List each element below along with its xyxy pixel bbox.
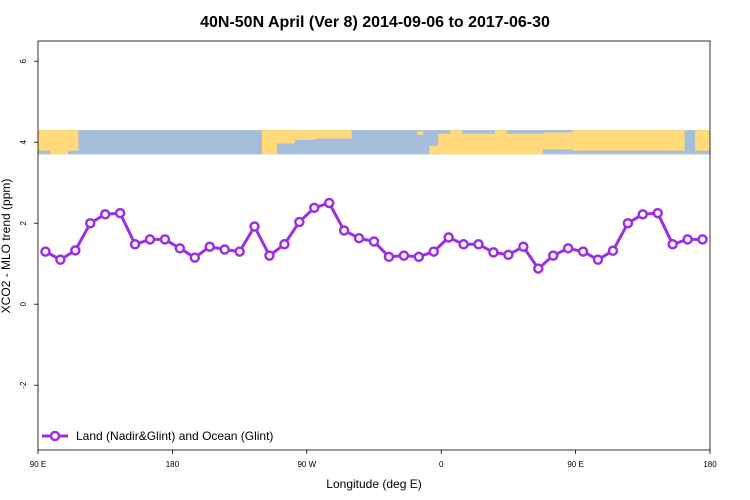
data-point: [697, 234, 708, 245]
legend-marker: [49, 430, 61, 442]
data-point: [189, 252, 201, 263]
x-tick-label: 180: [703, 460, 717, 469]
land-patch: [542, 132, 573, 150]
data-point: [562, 243, 574, 254]
land-patch: [494, 130, 507, 135]
y-tick-label: 4: [19, 139, 28, 144]
land-patch: [276, 137, 295, 144]
series-line: [44, 201, 703, 271]
y-tick-label: -2: [19, 381, 28, 389]
data-point: [264, 250, 275, 261]
land-patch: [438, 133, 543, 155]
data-point: [518, 241, 529, 252]
data-point: [592, 254, 604, 265]
x-tick-label: 180: [166, 460, 180, 469]
data-point: [144, 234, 156, 245]
legend-label: Land (Nadir&Glint) and Ocean (Glint): [76, 429, 273, 443]
land-patch: [429, 145, 439, 155]
data-point: [503, 249, 514, 261]
series-layer: [40, 197, 708, 274]
data-point: [547, 250, 559, 261]
data-point: [443, 232, 454, 243]
data-point: [353, 232, 365, 244]
legend: Land (Nadir&Glint) and Ocean (Glint): [42, 429, 273, 443]
data-point: [637, 209, 649, 220]
x-tick-label: 90 E: [567, 460, 583, 469]
data-point: [204, 241, 215, 252]
data-point: [85, 217, 96, 229]
x-axis-label: Longitude (deg E): [326, 477, 421, 491]
y-axis: -2 0 2 4 6: [19, 58, 38, 389]
data-point: [368, 236, 380, 247]
world-map-strip: [38, 130, 710, 155]
data-point: [294, 216, 305, 228]
chart-title: 40N-50N April (Ver 8) 2014-09-06 to 2017…: [200, 14, 550, 31]
land-patch: [572, 130, 685, 151]
land-patch: [294, 132, 316, 140]
land-patch: [695, 130, 710, 151]
data-point: [174, 243, 186, 254]
data-point: [667, 239, 678, 250]
data-point: [488, 247, 499, 258]
data-point: [99, 209, 111, 220]
data-point: [458, 239, 469, 250]
data-point: [234, 246, 245, 257]
data-point: [533, 263, 544, 274]
data-point: [129, 239, 141, 250]
land-patch: [38, 130, 79, 151]
data-point: [70, 245, 81, 256]
data-point: [383, 251, 395, 263]
data-point: [577, 246, 589, 257]
data-point: [40, 246, 51, 257]
x-axis: 90 E 180 90 W 0 90 E 180: [30, 450, 717, 469]
data-point: [55, 254, 66, 265]
data-point: [413, 251, 425, 263]
data-point: [114, 207, 126, 219]
data-point: [159, 234, 171, 245]
plot-frame: [37, 40, 711, 451]
x-tick-label: 90 W: [297, 460, 316, 469]
land-patch: [450, 130, 463, 138]
y-tick-label: 0: [19, 301, 28, 306]
data-point: [309, 202, 320, 214]
y-axis-label: XCO2 - MLO trend (ppm): [0, 179, 13, 314]
data-point: [607, 245, 619, 257]
data-point: [279, 239, 290, 250]
x-tick-label: 0: [439, 460, 444, 469]
y-tick-label: 2: [19, 220, 28, 225]
data-point: [473, 239, 484, 250]
data-point: [682, 234, 693, 245]
land-patch: [49, 150, 68, 155]
data-point: [338, 225, 350, 236]
y-tick-label: 6: [19, 58, 28, 63]
data-point: [398, 250, 410, 261]
data-point: [622, 217, 634, 229]
data-point: [323, 197, 335, 209]
x-tick-label: 90 E: [30, 460, 46, 469]
land-patch: [417, 131, 424, 135]
data-point: [219, 244, 230, 255]
data-point: [428, 246, 439, 257]
land-patch: [262, 138, 277, 155]
data-point: [249, 221, 260, 232]
data-point: [652, 207, 663, 219]
